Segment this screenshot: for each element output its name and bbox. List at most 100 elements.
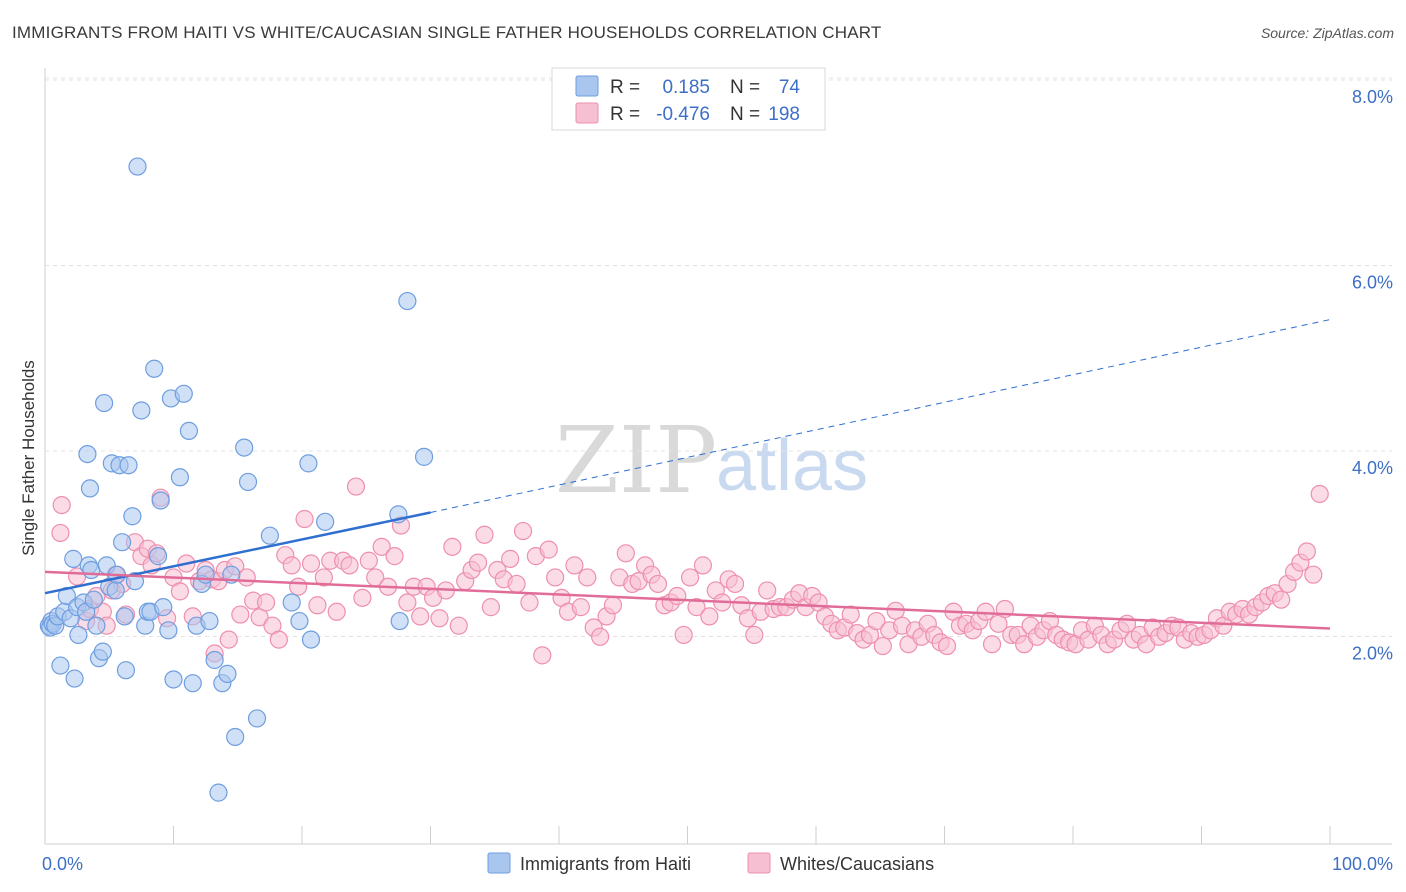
data-point xyxy=(247,709,267,728)
data-point xyxy=(372,537,391,556)
data-point xyxy=(674,625,693,645)
data-point xyxy=(196,565,215,584)
trend-line-haiti xyxy=(44,511,431,595)
data-point xyxy=(700,607,719,626)
data-point xyxy=(260,526,279,545)
x-tick-label-max: 100.0% xyxy=(1332,854,1393,874)
legend-r-label-whites: R = xyxy=(610,104,640,125)
legend-swatch-whites-caucasians[interactable] xyxy=(747,852,771,874)
data-point xyxy=(546,568,565,587)
data-point xyxy=(82,560,101,580)
data-point xyxy=(1304,565,1323,584)
series-legend: Immigrants from Haiti Whites/Caucasians xyxy=(487,852,934,874)
data-point xyxy=(745,625,764,645)
data-point xyxy=(183,674,202,693)
legend-n-value-whites: 198 xyxy=(768,104,800,125)
data-point xyxy=(578,568,597,587)
data-point xyxy=(976,602,995,621)
data-point xyxy=(687,598,706,617)
data-point xyxy=(346,477,366,496)
data-point xyxy=(209,783,228,802)
data-point xyxy=(145,359,164,378)
data-point xyxy=(164,670,183,689)
legend-label-whites-caucasians[interactable]: Whites/Caucasians xyxy=(780,854,934,874)
data-point xyxy=(648,574,668,594)
data-point xyxy=(468,553,488,572)
data-point xyxy=(758,581,777,600)
data-point xyxy=(289,577,308,596)
data-point xyxy=(282,593,301,612)
data-point xyxy=(513,521,533,541)
data-point xyxy=(982,635,1002,654)
data-point xyxy=(414,447,434,466)
watermark-atlas: atlas xyxy=(716,426,868,506)
series-immigrants-from-haiti xyxy=(39,157,434,802)
data-point xyxy=(235,438,254,457)
data-point xyxy=(411,607,430,626)
data-point xyxy=(507,574,526,594)
data-point xyxy=(128,157,147,176)
data-point xyxy=(52,496,71,515)
data-point xyxy=(301,630,321,649)
axes: 0.0% 100.0% xyxy=(42,68,1393,874)
data-point xyxy=(64,549,83,568)
data-point xyxy=(231,605,250,624)
data-point xyxy=(51,656,70,675)
data-point xyxy=(219,630,238,649)
data-point xyxy=(200,611,219,631)
data-point xyxy=(398,291,417,311)
data-point xyxy=(571,598,590,617)
data-point xyxy=(78,444,97,464)
data-point xyxy=(449,616,468,635)
x-tick-label-min: 0.0% xyxy=(42,854,83,874)
data-point xyxy=(295,509,314,529)
data-point xyxy=(390,611,409,631)
data-point xyxy=(218,664,237,684)
data-point xyxy=(179,421,199,440)
data-point xyxy=(269,630,288,649)
y-tick-label: 2.0% xyxy=(1352,644,1393,664)
data-point xyxy=(132,401,151,420)
data-point xyxy=(501,549,520,568)
data-point xyxy=(80,479,100,498)
data-point xyxy=(603,596,623,615)
data-point xyxy=(359,551,378,570)
legend-swatch-immigrants-from-haiti[interactable] xyxy=(487,852,511,874)
y-tick-label: 4.0% xyxy=(1352,458,1393,478)
trend-lines xyxy=(44,319,1331,630)
legend-r-label-haiti: R = xyxy=(610,77,640,98)
data-point xyxy=(680,568,700,587)
watermark-zip: ZIP xyxy=(555,407,717,514)
legend-n-label-whites: N = xyxy=(730,104,760,125)
data-point xyxy=(867,611,886,631)
data-point xyxy=(533,646,552,665)
data-point xyxy=(174,384,193,403)
data-point xyxy=(340,556,359,575)
legend-swatch-whites xyxy=(575,102,599,124)
data-point xyxy=(565,556,584,575)
data-point xyxy=(170,582,190,601)
data-point xyxy=(282,556,301,575)
data-point xyxy=(398,593,417,612)
correlation-legend: R = 0.185 N = 74 R = -0.476 N = 198 xyxy=(551,67,826,131)
source-label: Source: ZipAtlas.com xyxy=(1261,25,1394,41)
data-point xyxy=(873,636,892,656)
data-point xyxy=(591,627,610,646)
data-point xyxy=(693,556,713,575)
data-point xyxy=(290,611,309,631)
legend-n-label-haiti: N = xyxy=(730,77,760,98)
data-point xyxy=(481,598,500,617)
data-point xyxy=(314,568,333,587)
data-point xyxy=(256,593,276,612)
legend-label-immigrants-from-haiti[interactable]: Immigrants from Haiti xyxy=(520,854,691,874)
chart-title: IMMIGRANTS FROM HAITI VS WHITE/CAUCASIAN… xyxy=(12,23,882,42)
legend-r-value-whites: -0.476 xyxy=(656,104,710,125)
legend-n-value-haiti: 74 xyxy=(779,77,801,98)
data-point xyxy=(154,598,173,617)
legend-swatch-haiti xyxy=(575,75,599,97)
data-point xyxy=(327,602,346,621)
data-point xyxy=(69,625,88,645)
data-point xyxy=(116,661,136,680)
data-point xyxy=(51,523,70,543)
